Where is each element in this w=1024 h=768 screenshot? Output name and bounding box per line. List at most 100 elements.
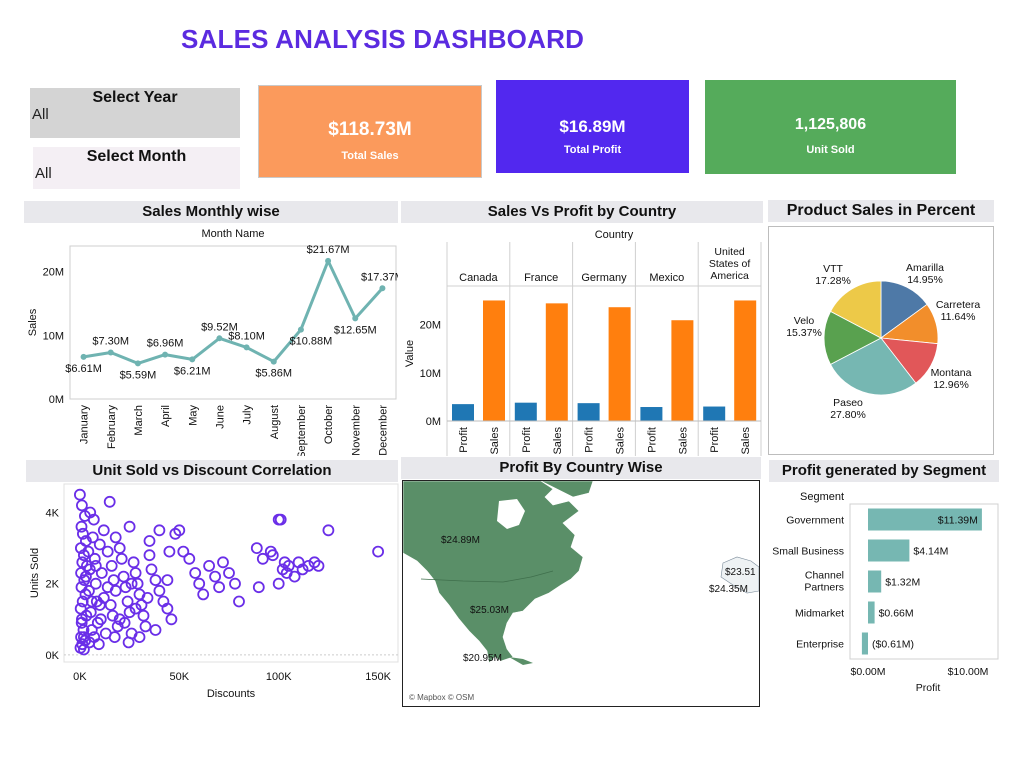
scatter-point bbox=[256, 552, 269, 565]
scatter-xtick-label: 50K bbox=[170, 671, 190, 683]
country-bar-profit bbox=[577, 403, 600, 421]
scatter-point bbox=[272, 577, 285, 590]
scatter-point bbox=[163, 545, 176, 558]
country-bar-sales bbox=[483, 300, 505, 421]
scatter-point bbox=[127, 556, 140, 569]
pie-label-name: Velo bbox=[794, 315, 815, 327]
country-bar-sales bbox=[545, 303, 568, 421]
year-filter[interactable]: Select Year All bbox=[30, 88, 240, 138]
scatter-point bbox=[145, 563, 158, 576]
monthly-xtick-label: April bbox=[160, 405, 172, 427]
scatter-point bbox=[129, 567, 142, 579]
segment-category-label: Small Business bbox=[772, 546, 844, 558]
segment-category-label: Channel bbox=[805, 570, 844, 582]
country-header-label: United bbox=[714, 246, 745, 258]
segment-data-label: $0.66M bbox=[879, 608, 914, 620]
unit-sold-card: 1,125,806 Unit Sold bbox=[705, 80, 956, 174]
scatter-point bbox=[209, 570, 222, 583]
scatter-point bbox=[74, 488, 86, 501]
country-measure-label: Profit bbox=[709, 427, 721, 453]
scatter-point bbox=[282, 560, 295, 572]
scatter-point bbox=[280, 567, 293, 579]
monthly-point bbox=[80, 353, 87, 360]
scatter-point bbox=[177, 545, 190, 558]
map-label-germany: $23.51 bbox=[725, 567, 756, 578]
scatter-xtick-label: 150K bbox=[365, 671, 391, 683]
country-bar-sales bbox=[734, 300, 757, 421]
pie-slice-amarilla bbox=[880, 280, 928, 339]
hudson-bay bbox=[497, 499, 525, 529]
scatter-point bbox=[252, 581, 265, 594]
monthly-point bbox=[270, 358, 277, 365]
scatter-point bbox=[109, 531, 122, 544]
scatter-point bbox=[89, 577, 102, 590]
scatter-point bbox=[75, 542, 87, 554]
scatter-xlabel: Discounts bbox=[207, 688, 256, 700]
dashboard-title: SALES ANALYSIS DASHBOARD bbox=[181, 24, 585, 54]
country-measure-label: Profit bbox=[646, 427, 658, 453]
scatter-point bbox=[193, 577, 206, 590]
scatter-point bbox=[173, 524, 186, 537]
scatter-point bbox=[131, 577, 144, 590]
country-header-label: France bbox=[524, 272, 558, 284]
us-canada-border bbox=[420, 570, 554, 583]
monthly-point bbox=[297, 326, 304, 333]
country-measure-label: Profit bbox=[521, 427, 533, 453]
scatter-point bbox=[233, 595, 245, 608]
scatter-point bbox=[149, 624, 162, 636]
scatter-point bbox=[213, 581, 226, 594]
scatter-point bbox=[189, 567, 202, 579]
country-header-label: America bbox=[710, 270, 749, 282]
monthly-point bbox=[134, 360, 141, 367]
monthly-data-label: $9.52M bbox=[201, 321, 238, 333]
scatter-point bbox=[217, 556, 229, 569]
pie-slice-velo bbox=[823, 310, 882, 365]
scatter-point bbox=[143, 549, 156, 562]
monthly-xtick-label: October bbox=[323, 405, 335, 444]
scatter-point bbox=[83, 584, 95, 597]
monthly-ytick-label: 20M bbox=[43, 267, 64, 279]
pie-label-pct: 11.64% bbox=[941, 311, 976, 323]
scatter-point bbox=[129, 602, 142, 615]
pie-label-pct: 27.80% bbox=[830, 409, 866, 421]
map-canvas: $24.89M $25.03M $20.95M $23.51 $24.35M ©… bbox=[403, 481, 759, 702]
map-label-canada: $24.89M bbox=[441, 535, 480, 546]
map-label-mexico: $20.95M bbox=[463, 653, 502, 664]
map-label-usa: $25.03M bbox=[470, 605, 509, 616]
scatter-point bbox=[149, 574, 162, 586]
monthly-xtick-label: May bbox=[187, 405, 199, 426]
year-filter-value[interactable]: All bbox=[32, 106, 49, 123]
country-header-label: Germany bbox=[581, 272, 627, 284]
scatter-point bbox=[92, 638, 105, 651]
scatter-point bbox=[103, 495, 116, 508]
map-label-france: $24.35M bbox=[709, 584, 748, 595]
caribbean bbox=[509, 657, 533, 665]
segment-section-title: Profit generated by Segment bbox=[769, 460, 999, 482]
month-filter-value[interactable]: All bbox=[35, 165, 52, 182]
scatter-point bbox=[123, 606, 136, 619]
country-bar-profit bbox=[514, 402, 537, 421]
scatter-point bbox=[89, 560, 102, 572]
segment-xlabel: Profit bbox=[916, 682, 941, 694]
monthly-ytick-label: 10M bbox=[43, 330, 64, 342]
country-bar-profit bbox=[452, 404, 474, 421]
country-ytick-label: 0M bbox=[426, 416, 441, 428]
total-sales-value: $118.73M bbox=[328, 119, 412, 140]
month-filter[interactable]: Select Month All bbox=[33, 147, 240, 189]
scatter-point bbox=[111, 620, 124, 633]
scatter-point bbox=[78, 631, 90, 644]
monthly-xtick-label: January bbox=[79, 405, 91, 445]
pie-label-name: VTT bbox=[823, 263, 843, 275]
scatter-point bbox=[106, 609, 119, 622]
scatter-point bbox=[137, 609, 150, 622]
total-sales-label: Total Sales bbox=[341, 150, 399, 162]
monthly-point bbox=[189, 356, 196, 363]
scatter-point bbox=[101, 581, 114, 594]
scatter-point bbox=[183, 552, 196, 565]
profit-map[interactable]: $24.89M $25.03M $20.95M $23.51 $24.35M ©… bbox=[402, 480, 760, 707]
scatter-point bbox=[121, 595, 134, 608]
scatter-point bbox=[77, 527, 89, 540]
pie-section-title: Product Sales in Percent bbox=[768, 200, 994, 222]
segment-bar bbox=[861, 632, 868, 655]
scatter-point bbox=[229, 577, 241, 590]
